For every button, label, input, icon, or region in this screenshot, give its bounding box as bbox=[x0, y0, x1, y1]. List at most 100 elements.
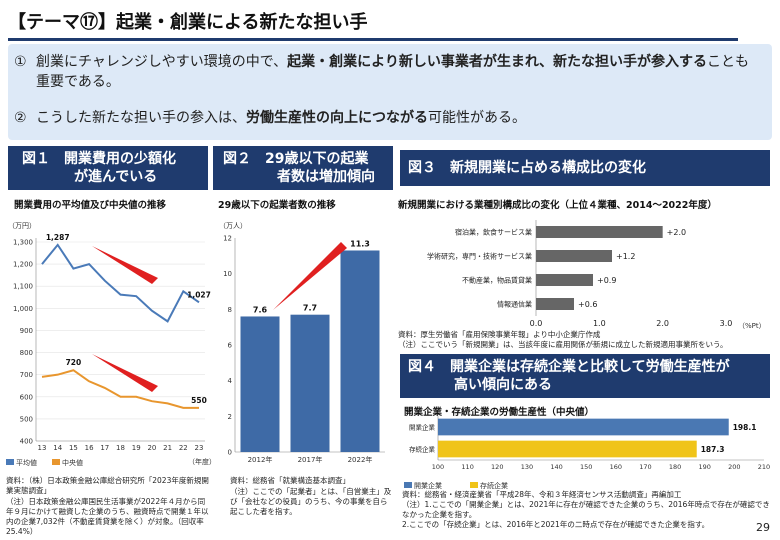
x-tick-label: 180 bbox=[669, 463, 681, 471]
fig1-header-line1: 図１ 開業費用の少額化 bbox=[22, 151, 176, 167]
fig1-header: 図１ 開業費用の少額化 が進んでいる bbox=[8, 146, 208, 190]
bar-value-label: 7.7 bbox=[303, 304, 317, 313]
x-tick-label: 16 bbox=[85, 444, 94, 452]
legend-swatch-avg bbox=[6, 459, 14, 465]
x-tick-label: 1.0 bbox=[593, 319, 606, 328]
bar-value-label: +1.2 bbox=[616, 252, 635, 261]
bar bbox=[438, 418, 729, 436]
fig1-unit: （万円） bbox=[8, 222, 36, 230]
fig4-footnote-2: 2.ここでの「存続企業」とは、2016年と2021年の二時点で存在が確認できた企… bbox=[402, 520, 710, 529]
fig2-source: 資料：総務省「就業構造基本調査」 bbox=[230, 476, 350, 485]
data-label: 1,027 bbox=[187, 290, 211, 299]
x-tick-label: 2017年 bbox=[298, 455, 323, 464]
fig4-source: 資料：総務省・経済産業省「平成28年、令和３年経済センサス活動調査」再編加工 bbox=[402, 490, 682, 499]
x-tick-label: 100 bbox=[432, 463, 444, 471]
point-number: ① bbox=[14, 54, 27, 70]
x-tick-label: 140 bbox=[550, 463, 562, 471]
fig1-gridlines bbox=[35, 238, 205, 442]
x-tick-label: 160 bbox=[610, 463, 622, 471]
fig3-bars: 宿泊業，飲食サービス業 +2.0 学術研究，専門・技術サービス業 +1.2 不動産業，物… bbox=[427, 220, 686, 316]
fig3-source: 資料：厚生労働省「雇用保険事業年報」より中小企業庁作成 bbox=[398, 330, 601, 339]
y-tick-label: 700 bbox=[20, 371, 33, 379]
x-tick-label: 21 bbox=[163, 444, 172, 452]
bar bbox=[438, 440, 697, 458]
fig2-footnote: （注）ここでの「起業者」とは、「自営業主」及び「会社などの役員」のうち、今の事業… bbox=[230, 487, 392, 516]
fig1-data-labels: 1,287 1,027 720 550 bbox=[46, 233, 211, 405]
fig2-unit: （万人） bbox=[219, 222, 247, 230]
x-tick-label: 23 bbox=[195, 444, 204, 452]
series-line bbox=[41, 243, 200, 323]
x-tick-label: 22 bbox=[179, 444, 188, 452]
fig2-subtitle: 29歳以下の起業者数の推移 bbox=[218, 200, 336, 211]
bar-value-label: 187.3 bbox=[701, 445, 725, 454]
x-tick-label: 170 bbox=[639, 463, 651, 471]
fig3-unit: （%Pt） bbox=[738, 322, 766, 330]
fig4-bars: 開業企業 198.1 存続企業 187.3 bbox=[409, 416, 764, 461]
y-tick-label: 600 bbox=[20, 393, 33, 401]
fig1-series bbox=[41, 243, 200, 409]
intro-point-1: ① 創業にチャレンジしやすい環境の中で、起業・創業により新しい事業者が生まれ、新… bbox=[14, 52, 756, 92]
point-emphasis: 労働生産性の向上につながる bbox=[246, 110, 428, 126]
x-tick-label: 2.0 bbox=[656, 319, 669, 328]
y-tick-label: 2 bbox=[228, 413, 232, 421]
y-tick-label: 1,200 bbox=[13, 261, 33, 269]
bar bbox=[536, 250, 612, 262]
x-tick-label: 120 bbox=[491, 463, 503, 471]
fig1-y-ticks: 400 500 600 700 800 900 1,000 1,100 1,200 1,300 bbox=[13, 239, 33, 446]
fig3-header: 図３ 新規開業に占める構成比の変化 bbox=[400, 150, 770, 186]
category-label: 宿泊業，飲食サービス業 bbox=[455, 228, 532, 237]
fig3-subtitle: 新規開業における業種別構成比の変化（上位４業種、2014～2022年度） bbox=[398, 200, 717, 211]
y-tick-label: 12 bbox=[223, 235, 232, 243]
y-tick-label: 800 bbox=[20, 349, 33, 357]
x-tick-label: 190 bbox=[699, 463, 711, 471]
intro-point-2: ② こうした新たな担い手の参入は、労働生産性の向上につながる可能性がある。 bbox=[14, 108, 756, 128]
category-label: 開業企業 bbox=[409, 423, 436, 432]
y-tick-label: 1,100 bbox=[13, 283, 33, 291]
down-arrow-icon bbox=[92, 246, 158, 284]
fig2-header: 図２ 29歳以下の起業 者数は増加傾向 bbox=[213, 146, 393, 190]
bar-value-label: 198.1 bbox=[733, 423, 757, 432]
intro-box: ① 創業にチャレンジしやすい環境の中で、起業・創業により新しい事業者が生まれ、新… bbox=[8, 44, 772, 140]
fig4-footnote-1: （注）1.ここでの「開業企業」とは、2021年に存在が確認できた企業のうち、20… bbox=[402, 500, 770, 519]
x-tick-label: 0.0 bbox=[530, 319, 543, 328]
fig4-header-line2: 高い傾向にある bbox=[454, 377, 552, 393]
fig2-bars: 7.6 2012年 7.7 2017年 11.3 2022年 bbox=[240, 239, 380, 464]
fig4-header: 図４ 開業企業は存続企業と比較して労働生産性が 高い傾向にある bbox=[400, 354, 770, 398]
x-tick-label: 130 bbox=[521, 463, 533, 471]
fig2-chart: （万人） 0 2 4 6 8 10 12 7.6 2012年 7.7 2017年 11.3 2022年 bbox=[219, 222, 385, 464]
fig1-subtitle: 開業費用の平均値及び中央値の推移 bbox=[14, 200, 167, 211]
fig1-header-line2: が進んでいる bbox=[74, 169, 158, 185]
category-label: 不動産業，物品賃貸業 bbox=[462, 276, 532, 285]
y-tick-label: 1,300 bbox=[13, 239, 33, 247]
fig1-footnote: （注）日本政策金融公庫国民生活事業が2022年４月から同年９月にかけて融資した企… bbox=[6, 497, 209, 536]
fig3-x-ticks: 0.0 1.0 2.0 3.0 bbox=[530, 319, 733, 328]
point-emphasis: 起業・創業により新しい事業者が生まれ、新たな担い手が参入する bbox=[287, 54, 708, 70]
data-label: 1,287 bbox=[46, 233, 70, 242]
bar-value-label: +2.0 bbox=[667, 228, 686, 237]
category-label: 学術研究，専門・技術サービス業 bbox=[427, 252, 532, 261]
legend-med: 中央値 bbox=[62, 458, 83, 467]
x-tick-label: 20 bbox=[147, 444, 156, 452]
point-text: 創業にチャレンジしやすい環境の中で、 bbox=[36, 54, 288, 70]
y-tick-label: 10 bbox=[223, 270, 232, 278]
y-tick-label: 1,000 bbox=[13, 305, 33, 313]
fig1-source: 資料：（株）日本政策金融公庫総合研究所「2023年度新規開業実態調査」 bbox=[6, 476, 209, 495]
fig4-x-ticks: 100 110 120 130 140 150 160 170 180 190 200 210 bbox=[432, 463, 770, 471]
fig4-header-line1: 図４ 開業企業は存続企業と比較して労働生産性が bbox=[408, 359, 730, 375]
y-tick-label: 400 bbox=[20, 438, 33, 446]
legend-avg: 平均値 bbox=[16, 458, 37, 467]
bar-value-label: +0.9 bbox=[597, 276, 616, 285]
data-label: 550 bbox=[191, 396, 207, 405]
x-tick-label: 2012年 bbox=[248, 455, 273, 464]
bar-value-label: 11.3 bbox=[350, 239, 370, 248]
fig1-x-ticks: 13 14 15 16 17 18 19 20 21 22 23 bbox=[38, 444, 204, 452]
point-number: ② bbox=[14, 110, 27, 126]
data-label: 720 bbox=[66, 358, 82, 367]
x-tick-label: 210 bbox=[758, 463, 770, 471]
x-tick-label: 3.0 bbox=[720, 319, 733, 328]
point-text: こうした新たな担い手の参入は、 bbox=[36, 110, 246, 126]
bar bbox=[536, 274, 593, 286]
down-arrow-icon bbox=[92, 354, 158, 392]
category-label: 存続企業 bbox=[409, 445, 436, 454]
